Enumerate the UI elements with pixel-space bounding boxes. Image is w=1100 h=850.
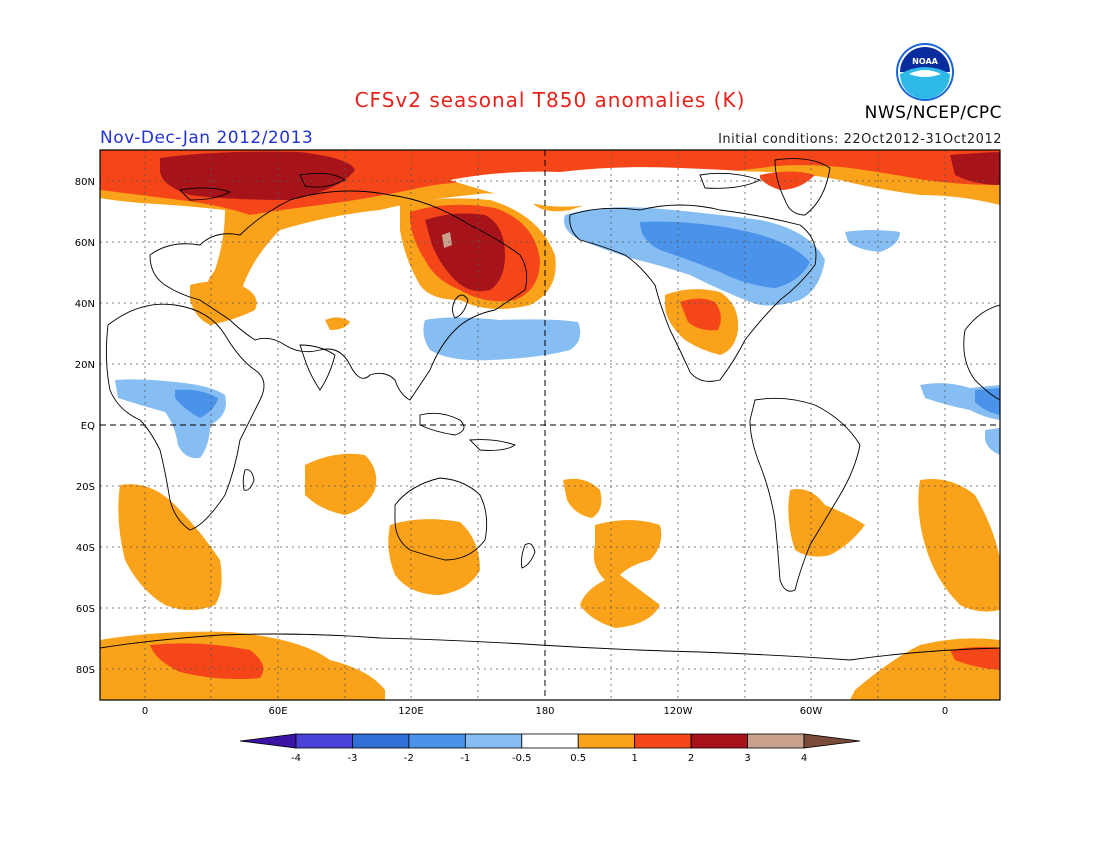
lon-label: 60E: [268, 706, 287, 717]
map-frame: [99, 149, 1001, 701]
forecast-period: Nov-Dec-Jan 2012/2013: [100, 128, 314, 148]
lat-label: 80S: [76, 665, 95, 676]
map-plot-area: [100, 150, 1000, 700]
lat-label: EQ: [81, 421, 95, 432]
lat-label: 60N: [75, 238, 95, 249]
graticule: [100, 150, 1000, 700]
colorbar-swatch: [747, 733, 805, 749]
colorbar-swatch: [295, 733, 353, 749]
colorbar-label: 2: [688, 753, 694, 764]
colorbar-label: -1: [460, 753, 470, 764]
colorbar-swatch: [408, 733, 466, 749]
lat-label: 40N: [75, 299, 95, 310]
lon-label: 60W: [800, 706, 823, 717]
colorbar-label: -2: [404, 753, 414, 764]
cool-anomaly-fills: [115, 207, 1000, 459]
lon-labels: 0 60E 120E 180 120W 60W 0: [142, 706, 948, 717]
lon-label: 120W: [664, 706, 693, 717]
colorbar-swatch: [352, 733, 410, 749]
colorbar-label: 1: [631, 753, 637, 764]
lon-label: 0: [942, 706, 948, 717]
coastlines: [100, 158, 1000, 661]
lon-label: 180: [535, 706, 554, 717]
colorbar-arrow-high: [803, 733, 861, 749]
colorbar-swatch: [634, 733, 692, 749]
lat-label: 60S: [76, 604, 95, 615]
colorbar-label: 0.5: [570, 753, 586, 764]
colorbar-label: -0.5: [512, 753, 532, 764]
lon-label: 0: [142, 706, 148, 717]
reference-lines: [100, 150, 1000, 700]
colorbar-label: -4: [291, 753, 301, 764]
colorbar-swatch: [464, 733, 523, 749]
color-legend: -4 -3 -2 -1 -0.5 0.5 1 2 3 4: [239, 733, 861, 764]
agency-label: NWS/NCEP/CPC: [864, 103, 1002, 123]
colorbar-label: 3: [744, 753, 750, 764]
lat-label: 20S: [76, 482, 95, 493]
initial-conditions: Initial conditions: 22Oct2012-31Oct2012: [718, 132, 1002, 147]
noaa-logo-text: NOAA: [912, 57, 938, 66]
noaa-logo-icon: NOAA: [896, 43, 954, 101]
lat-labels: 80N 60N 40N 20N EQ 20S 40S 60S 80S: [75, 177, 95, 676]
map-title: CFSv2 seasonal T850 anomalies (K): [354, 88, 746, 112]
colorbar-swatch: [521, 733, 579, 749]
lat-label: 80N: [75, 177, 95, 188]
lon-label: 120E: [398, 706, 423, 717]
colorbar-label: 4: [801, 753, 807, 764]
lat-label: 40S: [76, 543, 95, 554]
colorbar-arrow-low: [239, 733, 297, 749]
colorbar-label: -3: [347, 753, 357, 764]
colorbar-swatch: [690, 733, 748, 749]
warm-anomaly-fills: [100, 150, 1000, 700]
lat-label: 20N: [75, 360, 95, 371]
colorbar-swatch: [577, 733, 636, 749]
